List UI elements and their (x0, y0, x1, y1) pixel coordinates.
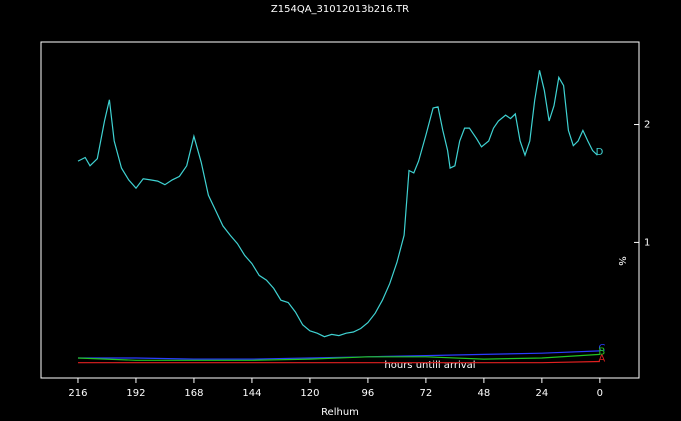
x-tick-label: 24 (536, 388, 549, 399)
x-tick-label: 144 (242, 388, 261, 399)
y-axis-label: % (616, 256, 627, 266)
series-line (78, 360, 600, 364)
x-tick-label: 192 (126, 388, 145, 399)
annotation: hours untill arrival (384, 360, 475, 371)
x-tick-label: 168 (184, 388, 203, 399)
series-label: D (596, 147, 604, 158)
x-tick-label: 0 (597, 388, 603, 399)
x-tick-label: 72 (420, 388, 433, 399)
series-label: B (598, 346, 605, 357)
x-axis-label: Relhum (321, 407, 359, 418)
y-tick-label: 1 (644, 237, 650, 248)
x-tick-label: 120 (300, 388, 319, 399)
x-tick-label: 48 (478, 388, 491, 399)
chart-title: Z154QA_31012013b216.TR (271, 4, 409, 15)
y-tick-label: 2 (644, 120, 650, 131)
series-label: C (598, 343, 605, 354)
series-line (77, 353, 600, 361)
series-label: A (598, 353, 605, 364)
x-tick-label: 96 (362, 388, 375, 399)
x-tick-label: 216 (68, 388, 87, 399)
series-line (77, 70, 598, 338)
plot-frame (40, 41, 640, 379)
